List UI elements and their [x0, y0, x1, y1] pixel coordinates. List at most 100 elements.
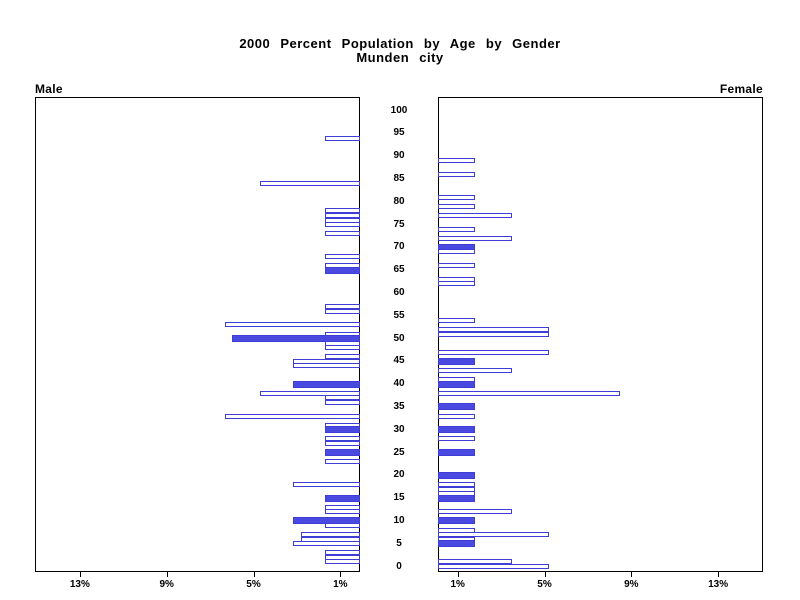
bar-female-age-74	[438, 226, 475, 232]
male-panel-label: Male	[35, 82, 63, 96]
male-pct-tick-label: 13%	[69, 579, 90, 590]
bar-male-age-13	[325, 504, 360, 510]
bar-female-age-72	[438, 235, 512, 241]
bar-male-age-50	[231, 335, 360, 343]
male-axis-tick	[166, 572, 168, 577]
bar-male-age-56	[325, 308, 360, 314]
age-tick-label: 80	[393, 195, 405, 207]
age-tick-label: 40	[393, 378, 405, 390]
male-panel	[35, 97, 360, 572]
bar-male-age-37	[325, 395, 360, 401]
bar-female-age-81	[438, 194, 475, 200]
bar-male-age-65	[325, 266, 360, 274]
bar-male-age-57	[325, 304, 360, 310]
bar-female-age-77	[438, 213, 512, 219]
male-axis-tick	[340, 572, 342, 577]
age-tick-label: 10	[393, 514, 405, 526]
female-axis-tick	[544, 572, 546, 577]
bar-male-age-23	[325, 459, 360, 465]
bar-male-age-27	[325, 440, 360, 446]
bar-female-age-51	[438, 331, 549, 337]
bar-male-age-49	[325, 340, 360, 346]
bar-female-age-69	[438, 249, 475, 255]
bar-male-age-25	[325, 449, 360, 457]
bar-female-age-86	[438, 172, 475, 177]
bar-male-age-6	[301, 536, 360, 542]
bar-female-age-66	[438, 263, 475, 269]
bar-male-age-28	[325, 436, 360, 442]
bar-female-age-25	[438, 449, 475, 457]
bar-male-age-45	[292, 358, 360, 364]
bar-male-age-15	[325, 494, 360, 502]
bar-female-age-54	[438, 317, 475, 323]
female-axis-tick	[718, 572, 720, 577]
bar-male-age-30	[325, 426, 360, 434]
bar-female-age-63	[438, 276, 475, 282]
age-tick-label: 65	[393, 264, 405, 276]
female-pct-tick-label: 13%	[708, 579, 729, 590]
bar-male-age-33	[225, 413, 360, 419]
bar-female-age-12	[438, 509, 512, 515]
age-tick-label: 100	[390, 104, 408, 116]
age-tick-label: 60	[393, 287, 405, 299]
age-tick-label: 25	[393, 446, 405, 458]
bar-male-age-75	[325, 222, 360, 228]
bar-female-age-79	[438, 203, 475, 209]
female-panel-label: Female	[719, 82, 763, 96]
bar-female-age-62	[438, 281, 475, 287]
bar-male-age-53	[225, 322, 360, 328]
bar-female-age-30	[438, 426, 475, 434]
age-tick-label: 5	[396, 537, 402, 549]
age-tick-label: 45	[393, 355, 405, 367]
bar-male-age-1	[325, 559, 360, 565]
age-tick-label: 15	[393, 492, 405, 504]
bar-female-age-15	[438, 494, 475, 502]
bar-male-age-40	[292, 380, 360, 388]
bar-female-age-7	[438, 532, 549, 538]
bar-male-age-77	[325, 213, 360, 219]
bar-female-age-33	[438, 413, 475, 419]
age-tick-label: 90	[393, 150, 405, 162]
bar-male-age-84	[260, 181, 360, 187]
bar-male-age-38	[260, 390, 360, 396]
male-pct-tick-label: 5%	[246, 579, 261, 590]
bar-male-age-48	[325, 345, 360, 351]
bar-male-age-5	[292, 541, 360, 547]
bar-male-age-36	[325, 399, 360, 405]
female-axis-tick	[457, 572, 459, 577]
female-axis-tick	[631, 572, 633, 577]
age-tick-label: 95	[393, 127, 405, 139]
bar-male-age-76	[325, 217, 360, 223]
age-tick-label: 30	[393, 423, 405, 435]
bar-male-age-2	[325, 554, 360, 560]
age-tick-label: 35	[393, 400, 405, 412]
bar-male-age-73	[325, 231, 360, 237]
bar-male-age-18	[292, 481, 360, 487]
female-pct-tick-label: 1%	[450, 579, 465, 590]
bar-male-age-9	[325, 522, 360, 528]
bar-male-age-46	[325, 354, 360, 360]
bar-male-age-94	[325, 135, 360, 141]
bar-female-age-17	[438, 486, 475, 492]
age-tick-label: 55	[393, 309, 405, 321]
male-axis-tick	[79, 572, 81, 577]
bar-female-age-5	[438, 540, 475, 548]
female-pct-tick-label: 5%	[537, 579, 552, 590]
bar-female-age-43	[438, 368, 512, 373]
bar-female-age-35	[438, 403, 475, 411]
bar-female-age-18	[438, 481, 475, 487]
bar-male-age-3	[325, 550, 360, 556]
bar-female-age-10	[438, 517, 475, 525]
bar-female-age-1	[438, 559, 512, 565]
age-tick-label: 0	[396, 560, 402, 572]
bar-male-age-7	[301, 532, 360, 538]
bar-female-age-47	[438, 349, 549, 355]
age-tick-label: 70	[393, 241, 405, 253]
bar-female-age-89	[438, 158, 475, 164]
bar-female-age-8	[438, 527, 475, 533]
bar-female-age-38	[438, 390, 621, 396]
bar-female-age-40	[438, 380, 475, 388]
age-tick-label: 85	[393, 173, 405, 185]
bar-male-age-12	[325, 509, 360, 515]
bar-female-age-0	[438, 564, 549, 569]
